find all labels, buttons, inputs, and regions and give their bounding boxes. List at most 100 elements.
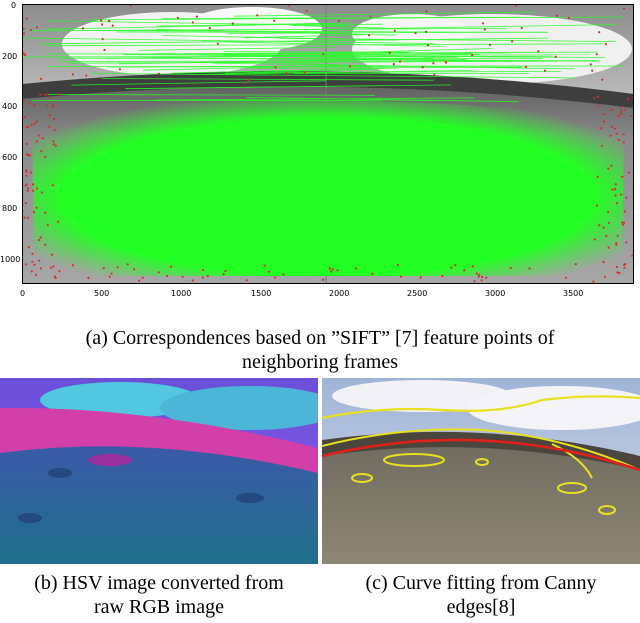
keypoint	[216, 42, 219, 45]
x-tick-label: 500	[94, 289, 110, 298]
keypoint	[610, 108, 613, 111]
keypoint	[116, 266, 119, 269]
keypoint	[87, 276, 90, 280]
canny-edge-contour	[551, 443, 593, 479]
match-line	[142, 64, 359, 71]
keypoint	[607, 210, 610, 213]
keypoint	[38, 238, 41, 242]
keypoint	[39, 267, 42, 270]
keypoint	[610, 125, 613, 128]
canny-edge-blob	[598, 505, 616, 515]
keypoint	[624, 263, 627, 266]
canny-edge-contour	[322, 428, 640, 471]
keypoint	[368, 34, 371, 37]
keypoint	[610, 164, 613, 167]
keypoint	[48, 114, 51, 117]
keypoint	[555, 14, 559, 17]
x-tick-label: 0	[20, 289, 26, 298]
keypoint	[244, 81, 247, 85]
keypoint	[191, 279, 194, 282]
keypoint	[614, 188, 617, 191]
keypoint	[613, 127, 616, 130]
keypoint	[596, 204, 599, 207]
fitted-curve	[322, 438, 640, 472]
keypoint	[166, 274, 169, 277]
keypoint	[524, 65, 528, 68]
ground-region	[322, 434, 640, 564]
keypoint	[303, 71, 306, 74]
canny-edge-blob	[351, 473, 373, 483]
keypoint	[49, 266, 52, 269]
keypoint	[618, 271, 621, 275]
shadow-patch	[48, 468, 72, 478]
keypoint	[22, 32, 25, 35]
keypoint	[454, 264, 457, 267]
match-line	[45, 43, 604, 47]
caption-line: neighboring frames	[241, 351, 399, 373]
keypoint	[605, 234, 608, 238]
keypoint	[23, 116, 26, 119]
keypoint	[157, 72, 160, 75]
match-line	[142, 54, 480, 58]
keypoint	[441, 275, 444, 278]
match-line	[90, 73, 576, 79]
keypoint	[44, 243, 47, 246]
match-line	[292, 54, 358, 57]
match-line	[91, 30, 549, 33]
keypoint	[108, 19, 111, 23]
keypoint	[620, 110, 623, 113]
dense-match-region	[32, 100, 624, 277]
keypoint	[30, 270, 33, 273]
match-line	[102, 78, 434, 81]
match-line	[162, 16, 624, 20]
keypoint	[419, 276, 422, 279]
keypoint	[620, 193, 623, 196]
match-lines	[24, 11, 624, 103]
keypoint	[138, 279, 141, 282]
keypoint	[25, 263, 28, 266]
keypoint	[603, 275, 607, 278]
keypoint	[157, 271, 160, 274]
keypoint	[181, 275, 184, 278]
keypoint	[602, 226, 605, 229]
keypoint	[485, 276, 488, 279]
magenta-band	[0, 407, 318, 473]
caption-line: raw RGB image	[94, 596, 224, 618]
match-line	[48, 65, 624, 68]
ground-region	[0, 446, 318, 564]
keypoint	[33, 263, 36, 266]
keypoint	[44, 93, 47, 96]
keypoint	[202, 269, 205, 272]
keypoint	[616, 234, 619, 237]
keypoint	[593, 97, 596, 100]
keypoint	[369, 15, 372, 18]
keypoint	[511, 40, 514, 43]
keypoint	[32, 211, 35, 214]
keypoint	[36, 120, 39, 123]
keypoint	[206, 274, 209, 278]
keypoint	[29, 28, 32, 32]
keypoint	[564, 276, 568, 279]
keypoint	[33, 104, 36, 107]
match-line	[46, 20, 347, 26]
keypoint	[337, 19, 341, 22]
keypoint	[336, 269, 339, 272]
x-tick-label: 2000	[329, 289, 350, 298]
keypoint	[274, 276, 277, 279]
keypoint	[574, 263, 577, 266]
keypoint	[421, 66, 424, 69]
keypoint	[481, 275, 484, 279]
keypoint	[543, 69, 547, 72]
keypoint	[602, 260, 605, 264]
keypoint	[483, 28, 486, 31]
keypoint	[371, 272, 374, 275]
match-line	[201, 41, 445, 47]
keypoint	[626, 98, 630, 101]
keypoint	[27, 246, 30, 249]
figure-caption-b: (b) HSV image converted from raw RGB ima…	[0, 571, 318, 619]
keypoint	[567, 16, 570, 20]
match-line	[171, 67, 397, 74]
keypoint	[392, 63, 395, 66]
y-tick-label: 400	[2, 102, 18, 111]
keypoint	[30, 123, 33, 126]
